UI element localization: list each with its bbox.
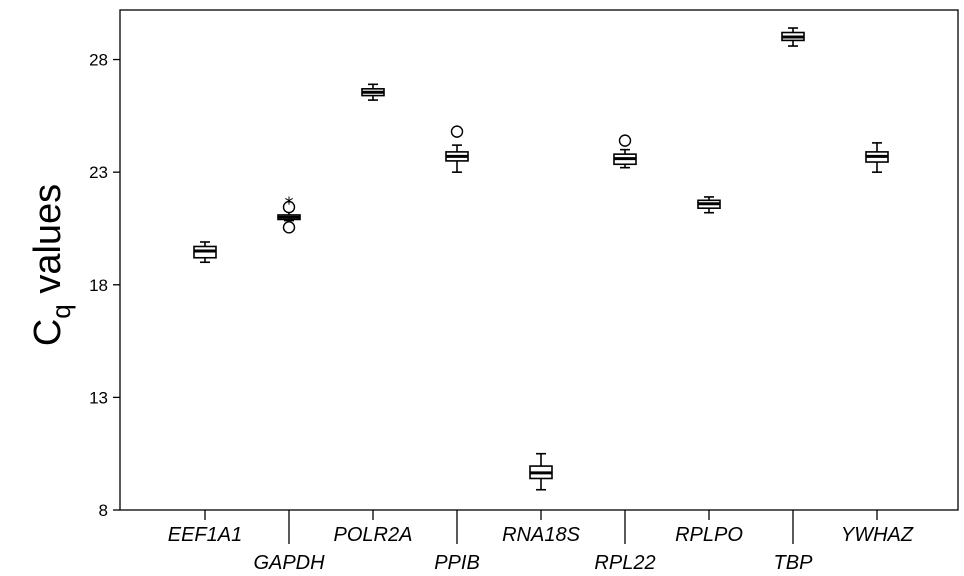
outlier-point (450, 125, 464, 138)
y-axis-label-subscript: q (46, 304, 76, 318)
box-tbp (781, 27, 805, 47)
x-tick-label-rna18s: RNA18S (502, 524, 580, 546)
box-ywhaz (865, 142, 889, 173)
x-tick-label-ywhaz: YWHAZ (841, 524, 914, 546)
x-tick-label-rplpo: RPLPO (675, 524, 743, 546)
x-tick-label-eef1a1: EEF1A1 (168, 524, 242, 546)
x-tick-label-polr2a: POLR2A (334, 524, 413, 546)
x-tick-label-tbp: TBP (774, 552, 814, 574)
outlier-point (282, 221, 296, 234)
outlier-point (282, 200, 296, 214)
y-axis-label: Cq values (27, 184, 76, 346)
y-tick-label: 28 (89, 51, 108, 70)
box-series: * (193, 27, 889, 491)
x-tick-label-ppib: PPIB (434, 552, 480, 574)
y-axis: 8 13 18 23 28 (89, 51, 120, 520)
extreme-point: * (285, 193, 294, 214)
y-tick-label: 8 (99, 501, 108, 520)
y-axis-label-rest: values (27, 184, 69, 304)
y-tick-label: 13 (89, 388, 108, 407)
box-ppib (445, 125, 469, 173)
box-gapdh: * (277, 193, 301, 234)
box-rna18s (529, 452, 553, 491)
box-rpl22 (613, 134, 637, 169)
x-axis: EEF1A1 GAPDH POLR2A PPIB RNA18S RPL22 RPLPO TBP… (168, 510, 914, 574)
plot-frame (119, 9, 959, 511)
y-tick-label: 23 (89, 163, 108, 182)
y-tick-label: 18 (89, 276, 108, 295)
box-polr2a (361, 83, 385, 101)
box-rplpo (697, 196, 721, 214)
outlier-point (618, 134, 632, 147)
box-eef1a1 (193, 241, 217, 264)
x-tick-label-gapdh: GAPDH (253, 552, 325, 574)
x-tick-label-rpl22: RPL22 (594, 552, 655, 574)
y-axis-label-main: C (27, 319, 69, 346)
